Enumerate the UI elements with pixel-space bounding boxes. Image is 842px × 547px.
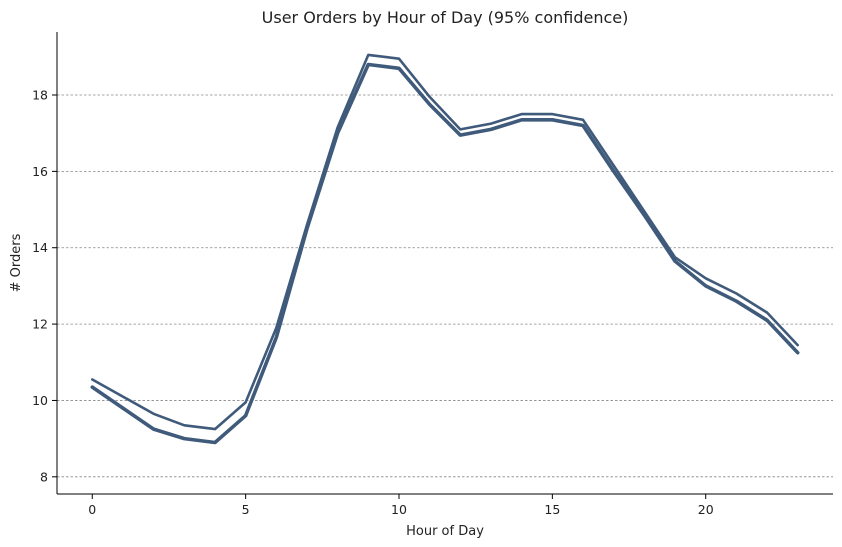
x-tick-label: 0	[88, 502, 96, 517]
lower-bound-line	[90, 62, 800, 445]
x-tick-label: 5	[242, 502, 250, 517]
y-gridlines	[57, 94, 833, 478]
axes	[56, 32, 833, 495]
y-tick-label: 8	[40, 469, 48, 484]
y-axis-label: # Orders	[9, 233, 24, 292]
x-tick-label: 20	[698, 502, 714, 517]
confidence-lines	[90, 53, 800, 445]
x-ticks: 0 5 10 15 20	[88, 494, 714, 517]
y-tick-label: 18	[32, 88, 48, 103]
y-tick-label: 10	[32, 393, 48, 408]
x-axis-label: Hour of Day	[406, 524, 484, 539]
x-tick-label: 15	[544, 502, 560, 517]
upper-bound-line	[91, 53, 800, 431]
chart-title: User Orders by Hour of Day (95% confiden…	[262, 8, 629, 27]
y-tick-label: 16	[32, 164, 48, 179]
y-tick-label: 14	[32, 240, 48, 255]
x-tick-label: 10	[391, 502, 407, 517]
y-tick-label: 12	[32, 317, 48, 332]
y-ticks: 8 10 12 14 16 18	[32, 88, 57, 484]
